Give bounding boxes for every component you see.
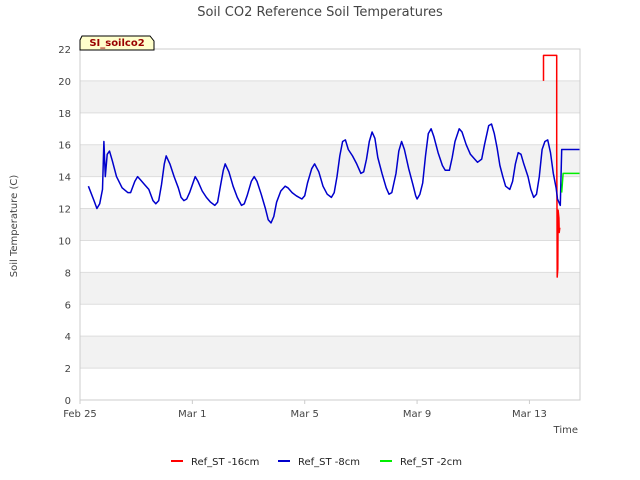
legend-label-ref-st-16cm: Ref_ST -16cm <box>191 457 259 468</box>
y-axis-label: Soil Temperature (C) <box>9 175 20 278</box>
legend: Ref_ST -16cm Ref_ST -8cm Ref_ST -2cm <box>171 457 462 468</box>
plot-band <box>80 208 580 241</box>
y-tick-label: 10 <box>58 236 71 247</box>
x-tick-label: Mar 13 <box>512 409 547 420</box>
x-axis: Feb 25 Mar 1 Mar 5 Mar 9 Mar 13 <box>63 400 547 420</box>
plot-band <box>80 272 580 305</box>
x-tick-label: Mar 1 <box>178 409 206 420</box>
plot-band <box>80 336 580 369</box>
x-tick-label: Feb 25 <box>63 409 97 420</box>
chart-title: Soil CO2 Reference Soil Temperatures <box>197 5 443 20</box>
y-tick-label: 22 <box>58 45 71 56</box>
series-line-ref-st-16cm <box>542 54 561 278</box>
series-line-ref-st-8cm <box>87 123 580 224</box>
y-tick-label: 4 <box>65 332 71 343</box>
plot-band <box>80 144 580 177</box>
y-tick-label: 20 <box>58 77 71 88</box>
y-axis: 0 2 4 6 8 10 12 14 16 18 20 22 <box>58 45 71 407</box>
series-line-ref-st-2cm <box>560 172 580 193</box>
y-tick-label: 8 <box>65 268 71 279</box>
plot-band <box>80 80 580 113</box>
y-tick-label: 12 <box>58 205 71 216</box>
y-tick-label: 6 <box>65 300 71 311</box>
y-tick-label: 18 <box>58 109 71 120</box>
x-tick-label: Mar 5 <box>291 409 319 420</box>
series-layer <box>87 54 580 278</box>
y-tick-label: 16 <box>58 141 71 152</box>
x-axis-label: Time <box>553 425 578 436</box>
legend-label-ref-st-8cm: Ref_ST -8cm <box>298 457 360 468</box>
legend-label-ref-st-2cm: Ref_ST -2cm <box>400 457 462 468</box>
plot-border <box>79 48 581 401</box>
y-tick-label: 2 <box>65 364 71 375</box>
site-label-box: SI_soilco2 <box>79 35 155 51</box>
y-tick-label: 0 <box>65 396 71 407</box>
plot-area <box>79 48 581 401</box>
y-tick-label: 14 <box>58 173 71 184</box>
x-tick-label: Mar 9 <box>403 409 431 420</box>
site-label: SI_soilco2 <box>89 38 144 49</box>
